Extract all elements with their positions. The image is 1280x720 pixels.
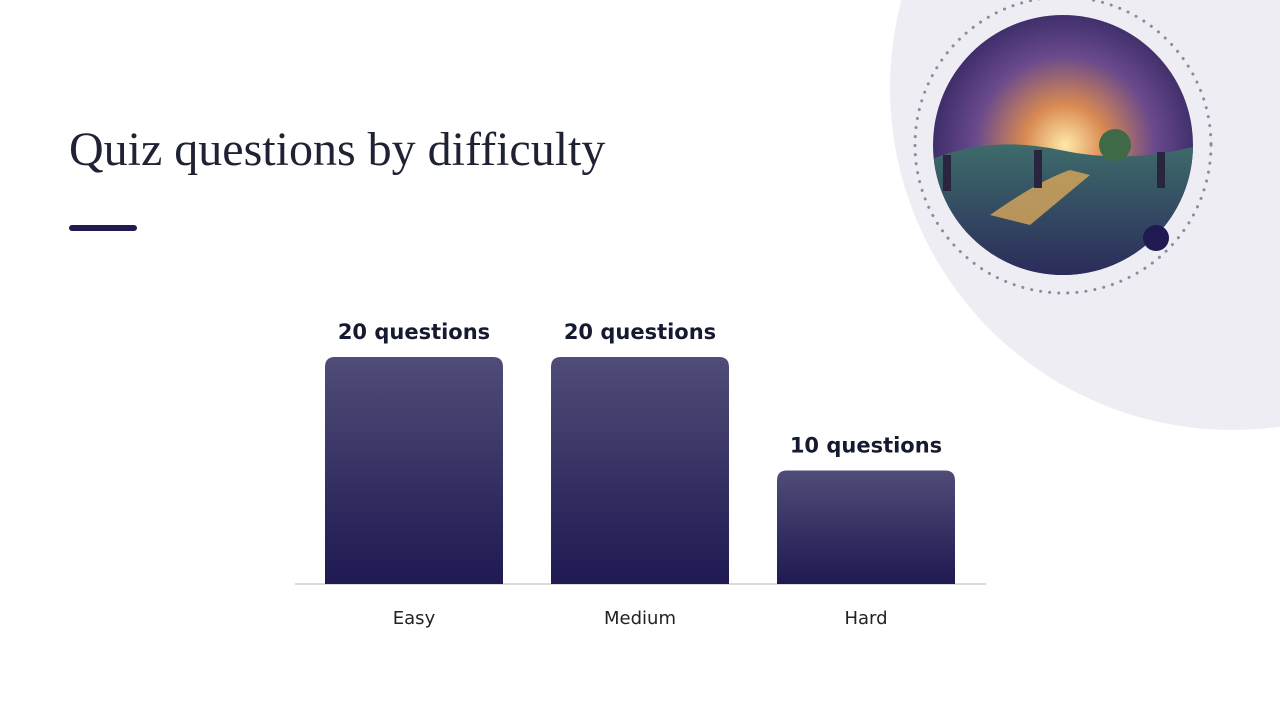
title-underline <box>69 225 137 231</box>
value-label: 20 questions <box>564 320 716 344</box>
category-label: Medium <box>604 608 676 629</box>
bar <box>325 357 503 584</box>
bar <box>551 357 729 584</box>
slide-title: Quiz questions by difficulty <box>69 123 605 176</box>
category-label: Easy <box>393 608 436 629</box>
category-label: Hard <box>844 608 887 629</box>
value-label: 10 questions <box>790 434 942 458</box>
bar <box>777 470 955 584</box>
accent-dot <box>1143 225 1169 251</box>
value-label: 20 questions <box>338 320 490 344</box>
plot: 20 questions Easy 20 questions Medium 10 que… <box>295 320 986 629</box>
dotted-ring <box>913 0 1213 295</box>
